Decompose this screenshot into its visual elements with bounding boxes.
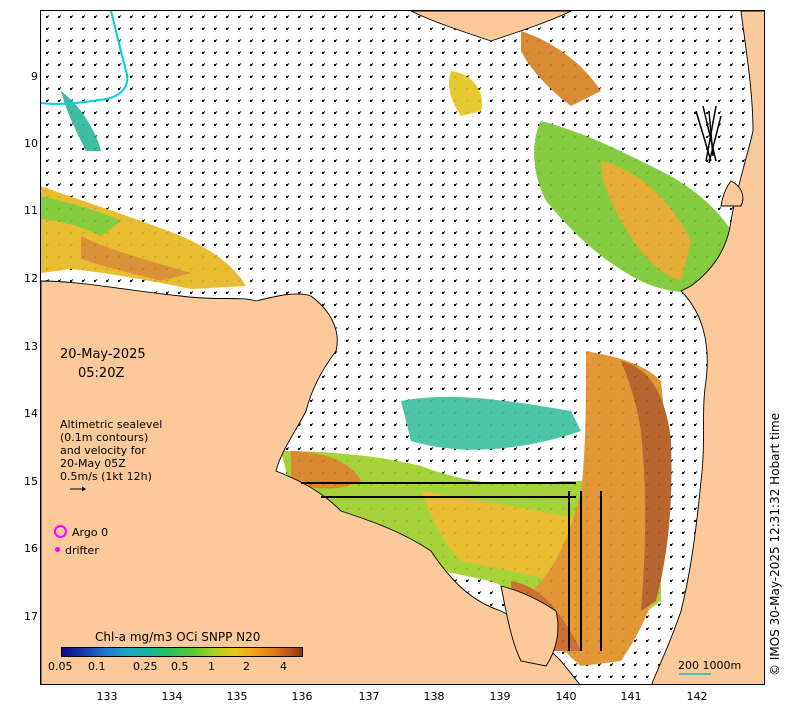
depth-scale-label: 200 1000m <box>678 659 742 672</box>
y-tick: 15 <box>24 475 38 488</box>
y-tick: 14 <box>24 407 38 420</box>
altimetry-line: 20-May 05Z <box>60 457 126 470</box>
argo-marker-icon <box>54 525 67 538</box>
map-canvas[interactable] <box>41 11 765 685</box>
date-label: 20-May-2025 <box>60 347 146 362</box>
colorbar-tick: 0.25 <box>133 660 158 673</box>
copyright-text: © IMOS 30-May-2025 12:31:32 Hobart time <box>768 412 782 676</box>
x-tick: 140 <box>555 690 577 703</box>
colorbar <box>61 647 303 657</box>
altimetry-line: Altimetric sealevel <box>60 418 163 431</box>
drifter-marker-icon <box>55 547 60 552</box>
x-tick: 139 <box>489 690 511 703</box>
drifter-tracks <box>695 105 722 164</box>
time-label: 05:20Z <box>78 366 125 381</box>
x-tick: 134 <box>161 690 183 703</box>
x-tick: 133 <box>96 690 118 703</box>
x-tick: 141 <box>620 690 642 703</box>
y-tick: 16 <box>24 542 38 555</box>
strong-current <box>301 482 602 651</box>
river-line <box>41 11 129 105</box>
altimetry-legend: Altimetric sealevel (0.1m contours) and … <box>60 418 162 483</box>
y-tick: 11 <box>24 204 38 217</box>
land-layer <box>41 11 764 684</box>
x-tick: 138 <box>423 690 445 703</box>
drifter-label: drifter <box>65 544 99 557</box>
velocity-scale-arrow <box>70 486 86 492</box>
depth-scale-bar <box>679 673 711 675</box>
colorbar-tick: 1 <box>208 660 215 673</box>
altimetry-line: (0.1m contours) <box>60 431 149 444</box>
y-tick: 12 <box>24 272 38 285</box>
x-tick: 142 <box>686 690 708 703</box>
colorbar-tick: 2 <box>243 660 250 673</box>
argo-label: Argo 0 <box>72 526 109 539</box>
y-tick: 17 <box>24 610 38 623</box>
altimetry-line: 0.5m/s (1kt 12h) <box>60 470 152 483</box>
x-tick: 135 <box>226 690 248 703</box>
y-tick: 10 <box>24 137 38 150</box>
y-tick: 13 <box>24 340 38 353</box>
colorbar-tick: 0.05 <box>48 660 73 673</box>
colorbar-tick: 4 <box>280 660 287 673</box>
x-tick: 136 <box>291 690 313 703</box>
x-tick: 137 <box>358 690 380 703</box>
colorbar-title: Chl-a mg/m3 OCi SNPP N20 <box>95 630 261 644</box>
altimetry-line: and velocity for <box>60 444 146 457</box>
colorbar-tick: 0.1 <box>88 660 106 673</box>
y-tick: 9 <box>31 70 38 83</box>
map-frame[interactable] <box>40 10 765 685</box>
colorbar-tick: 0.5 <box>171 660 189 673</box>
